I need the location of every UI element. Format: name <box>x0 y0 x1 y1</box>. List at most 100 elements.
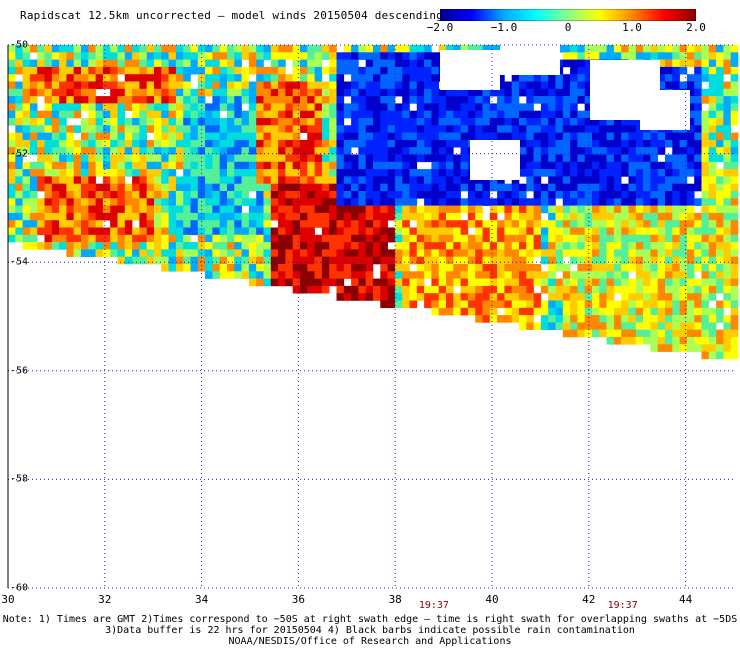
wind-cell <box>168 256 177 265</box>
wind-cell <box>292 183 301 192</box>
wind-cell <box>672 264 680 272</box>
wind-cell <box>686 293 695 301</box>
wind-cell <box>44 220 53 228</box>
wind-cell <box>81 227 89 236</box>
wind-cell <box>701 329 710 338</box>
wind-cell <box>511 300 520 309</box>
wind-cell <box>482 256 491 265</box>
wind-cell <box>665 242 673 250</box>
wind-cell <box>613 278 622 287</box>
wind-cell <box>241 191 250 199</box>
wind-cell <box>665 183 673 192</box>
wind-cell <box>8 118 16 126</box>
wind-cell <box>555 183 564 192</box>
wind-cell <box>672 59 680 68</box>
wind-cell <box>234 242 242 250</box>
wind-cell <box>650 154 658 163</box>
wind-cell <box>708 351 717 360</box>
wind-cell <box>132 52 140 60</box>
wind-cell <box>190 227 199 236</box>
wind-cell <box>124 256 133 265</box>
wind-cell <box>307 161 315 170</box>
wind-cell <box>124 212 133 221</box>
wind-cell <box>431 139 439 148</box>
wind-cell <box>256 147 264 155</box>
wind-cell <box>592 227 600 236</box>
wind-cell <box>621 220 629 228</box>
wind-cell <box>139 249 147 257</box>
wind-cell <box>708 285 717 294</box>
wind-cell <box>292 103 301 111</box>
wind-cell <box>15 52 23 60</box>
wind-cell <box>431 300 439 309</box>
wind-cell <box>592 315 600 323</box>
wind-cell <box>394 110 403 119</box>
wind-cell <box>139 74 147 82</box>
wind-cell <box>672 344 680 352</box>
wind-cell <box>88 161 96 170</box>
wind-cell <box>81 242 89 250</box>
wind-cell <box>387 132 396 141</box>
wind-cell <box>409 242 418 250</box>
wind-cell <box>102 52 111 60</box>
wind-cell <box>424 205 432 214</box>
wind-cell <box>110 74 118 82</box>
wind-cell <box>321 81 330 90</box>
wind-cell <box>482 176 491 184</box>
wind-cell <box>635 285 644 294</box>
wind-cell <box>81 103 89 111</box>
wind-cell <box>321 139 330 148</box>
wind-cell <box>227 205 235 214</box>
wind-cell <box>650 205 658 214</box>
wind-cell <box>723 191 731 199</box>
wind-cell <box>212 183 220 192</box>
wind-cell <box>716 315 724 323</box>
wind-cell <box>285 81 293 90</box>
wind-cell <box>621 285 629 294</box>
wind-cell <box>665 220 673 228</box>
wind-cell <box>351 176 359 184</box>
wind-cell <box>285 88 293 97</box>
wind-cell <box>526 285 534 294</box>
wind-cell <box>73 227 82 236</box>
wind-cell <box>650 176 658 184</box>
wind-cell <box>300 139 308 148</box>
wind-cell <box>241 81 250 90</box>
wind-cell <box>694 329 702 338</box>
wind-cell <box>584 154 593 163</box>
wind-cell <box>511 96 520 104</box>
wind-cell <box>183 96 191 104</box>
wind-cell <box>570 176 578 184</box>
wind-cell <box>497 110 505 119</box>
wind-cell <box>482 45 491 53</box>
wind-cell <box>351 183 359 192</box>
wind-cell <box>51 183 60 192</box>
wind-cell <box>679 249 688 257</box>
wind-cell <box>555 96 564 104</box>
wind-cell <box>51 154 60 163</box>
wind-cell <box>562 103 571 111</box>
wind-cell <box>285 242 293 250</box>
wind-cell <box>44 139 53 148</box>
wind-cell <box>190 198 199 206</box>
wind-cell <box>358 118 366 126</box>
wind-cell <box>358 249 366 257</box>
wind-cell <box>628 220 637 228</box>
wind-cell <box>416 176 425 184</box>
wind-cell <box>59 234 67 243</box>
wind-cell <box>402 52 410 60</box>
wind-cell <box>256 59 264 68</box>
wind-cell <box>44 96 53 104</box>
wind-cell <box>190 176 199 184</box>
wind-cell <box>59 242 67 250</box>
wind-cell <box>482 234 491 243</box>
wind-cell <box>380 271 388 279</box>
wind-cell <box>205 256 213 265</box>
wind-cell <box>635 256 644 265</box>
wind-cell <box>686 139 695 148</box>
wind-cell <box>533 278 542 287</box>
wind-cell <box>15 45 23 53</box>
wind-cell <box>380 147 388 155</box>
wind-cell <box>387 45 396 53</box>
wind-cell <box>424 147 432 155</box>
